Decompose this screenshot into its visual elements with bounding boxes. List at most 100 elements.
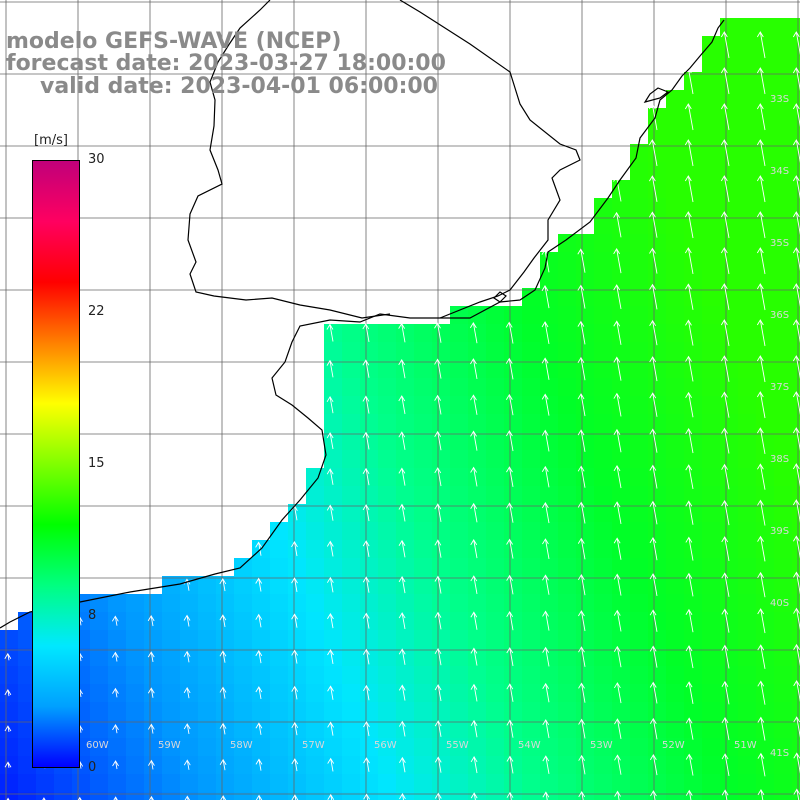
wind-cell xyxy=(216,684,234,702)
wind-cell xyxy=(108,702,126,720)
wind-arrow xyxy=(362,648,370,665)
wind-cell xyxy=(486,342,504,360)
wind-arrow xyxy=(578,646,586,667)
wind-cell xyxy=(702,792,720,800)
wind-cell xyxy=(396,702,414,720)
lat-label-37s: 37S xyxy=(770,382,790,393)
wind-cell xyxy=(270,666,288,684)
wind-arrow xyxy=(291,758,299,772)
wind-cell xyxy=(738,324,756,342)
wind-arrow xyxy=(506,466,514,487)
wind-arrow xyxy=(398,431,406,450)
wind-cell xyxy=(108,720,126,738)
wind-arrow xyxy=(792,175,800,199)
lon-label-58w: 58W xyxy=(230,740,253,751)
wind-cell xyxy=(612,216,630,234)
wind-cell xyxy=(540,414,558,432)
wind-cell xyxy=(738,414,756,432)
wind-cell xyxy=(648,738,666,756)
wind-cell xyxy=(792,126,800,144)
wind-cell xyxy=(666,792,684,800)
wind-cell xyxy=(216,576,234,594)
wind-cell xyxy=(180,648,198,666)
wind-cell xyxy=(720,702,738,720)
wind-cell xyxy=(18,630,36,648)
wind-arrow xyxy=(721,499,730,526)
wind-cell xyxy=(360,522,378,540)
wind-cell xyxy=(774,270,792,288)
wind-cell xyxy=(18,720,36,738)
wind-cell xyxy=(540,324,558,342)
wind-cell xyxy=(702,108,720,126)
wind-cell xyxy=(450,630,468,648)
wind-cell xyxy=(180,756,198,774)
wind-arrow xyxy=(685,319,694,346)
wind-cell xyxy=(792,252,800,270)
wind-arrow xyxy=(362,359,370,378)
wind-arrow xyxy=(721,536,730,562)
wind-cell xyxy=(612,288,630,306)
lat-label-34s: 34S xyxy=(770,166,790,177)
wind-cell xyxy=(666,342,684,360)
wind-cell xyxy=(594,504,612,522)
wind-arrow xyxy=(793,716,800,738)
colorbar-tick-8: 8 xyxy=(88,608,97,623)
wind-cell xyxy=(756,468,774,486)
wind-cell xyxy=(594,738,612,756)
wind-cell xyxy=(540,594,558,612)
wind-arrow xyxy=(757,499,766,526)
wind-cell xyxy=(666,324,684,342)
wind-cell xyxy=(756,756,774,774)
valid-date: valid date: 2023-04-01 06:00:00 xyxy=(40,74,438,99)
wind-cell xyxy=(648,234,666,252)
wind-cell xyxy=(270,792,288,800)
wind-cell xyxy=(666,198,684,216)
wind-cell xyxy=(378,342,396,360)
wind-arrow xyxy=(470,575,478,595)
wind-cell xyxy=(774,792,792,800)
wind-arrow xyxy=(685,572,694,597)
wind-cell xyxy=(738,288,756,306)
wind-cell xyxy=(630,630,648,648)
wind-arrow xyxy=(399,793,406,800)
wind-cell xyxy=(774,630,792,648)
wind-cell xyxy=(738,594,756,612)
wind-cell xyxy=(738,630,756,648)
wind-cell xyxy=(630,774,648,792)
wind-arrow xyxy=(613,645,622,668)
wind-cell xyxy=(396,666,414,684)
wind-cell xyxy=(396,450,414,468)
wind-cell xyxy=(504,450,522,468)
wind-cell xyxy=(558,756,576,774)
wind-cell xyxy=(792,486,800,504)
wind-arrow xyxy=(111,615,119,626)
wind-cell xyxy=(774,540,792,558)
wind-cell xyxy=(792,288,800,306)
wind-cell xyxy=(216,630,234,648)
wind-cell xyxy=(504,540,522,558)
wind-cell xyxy=(414,432,432,450)
wind-arrow xyxy=(434,539,442,558)
wind-arrow xyxy=(541,357,550,380)
wind-arrow xyxy=(792,211,800,235)
wind-cell xyxy=(288,558,306,576)
wind-arrow xyxy=(506,610,514,631)
wind-cell xyxy=(756,180,774,198)
wind-cell xyxy=(756,72,774,90)
wind-arrow xyxy=(649,536,658,561)
wind-cell xyxy=(252,720,270,738)
wind-arrow xyxy=(685,753,694,776)
wind-cell xyxy=(792,666,800,684)
wind-cell xyxy=(270,576,288,594)
wind-arrow xyxy=(721,644,730,669)
wind-cell xyxy=(252,792,270,800)
wind-cell xyxy=(396,774,414,792)
wind-cell xyxy=(306,504,324,522)
colorbar-tick-0: 0 xyxy=(88,760,97,775)
wind-cell xyxy=(432,432,450,450)
wind-cell xyxy=(666,504,684,522)
wind-arrow xyxy=(614,718,622,739)
wind-cell xyxy=(576,594,594,612)
wind-cell xyxy=(378,594,396,612)
wind-arrow xyxy=(757,716,766,741)
